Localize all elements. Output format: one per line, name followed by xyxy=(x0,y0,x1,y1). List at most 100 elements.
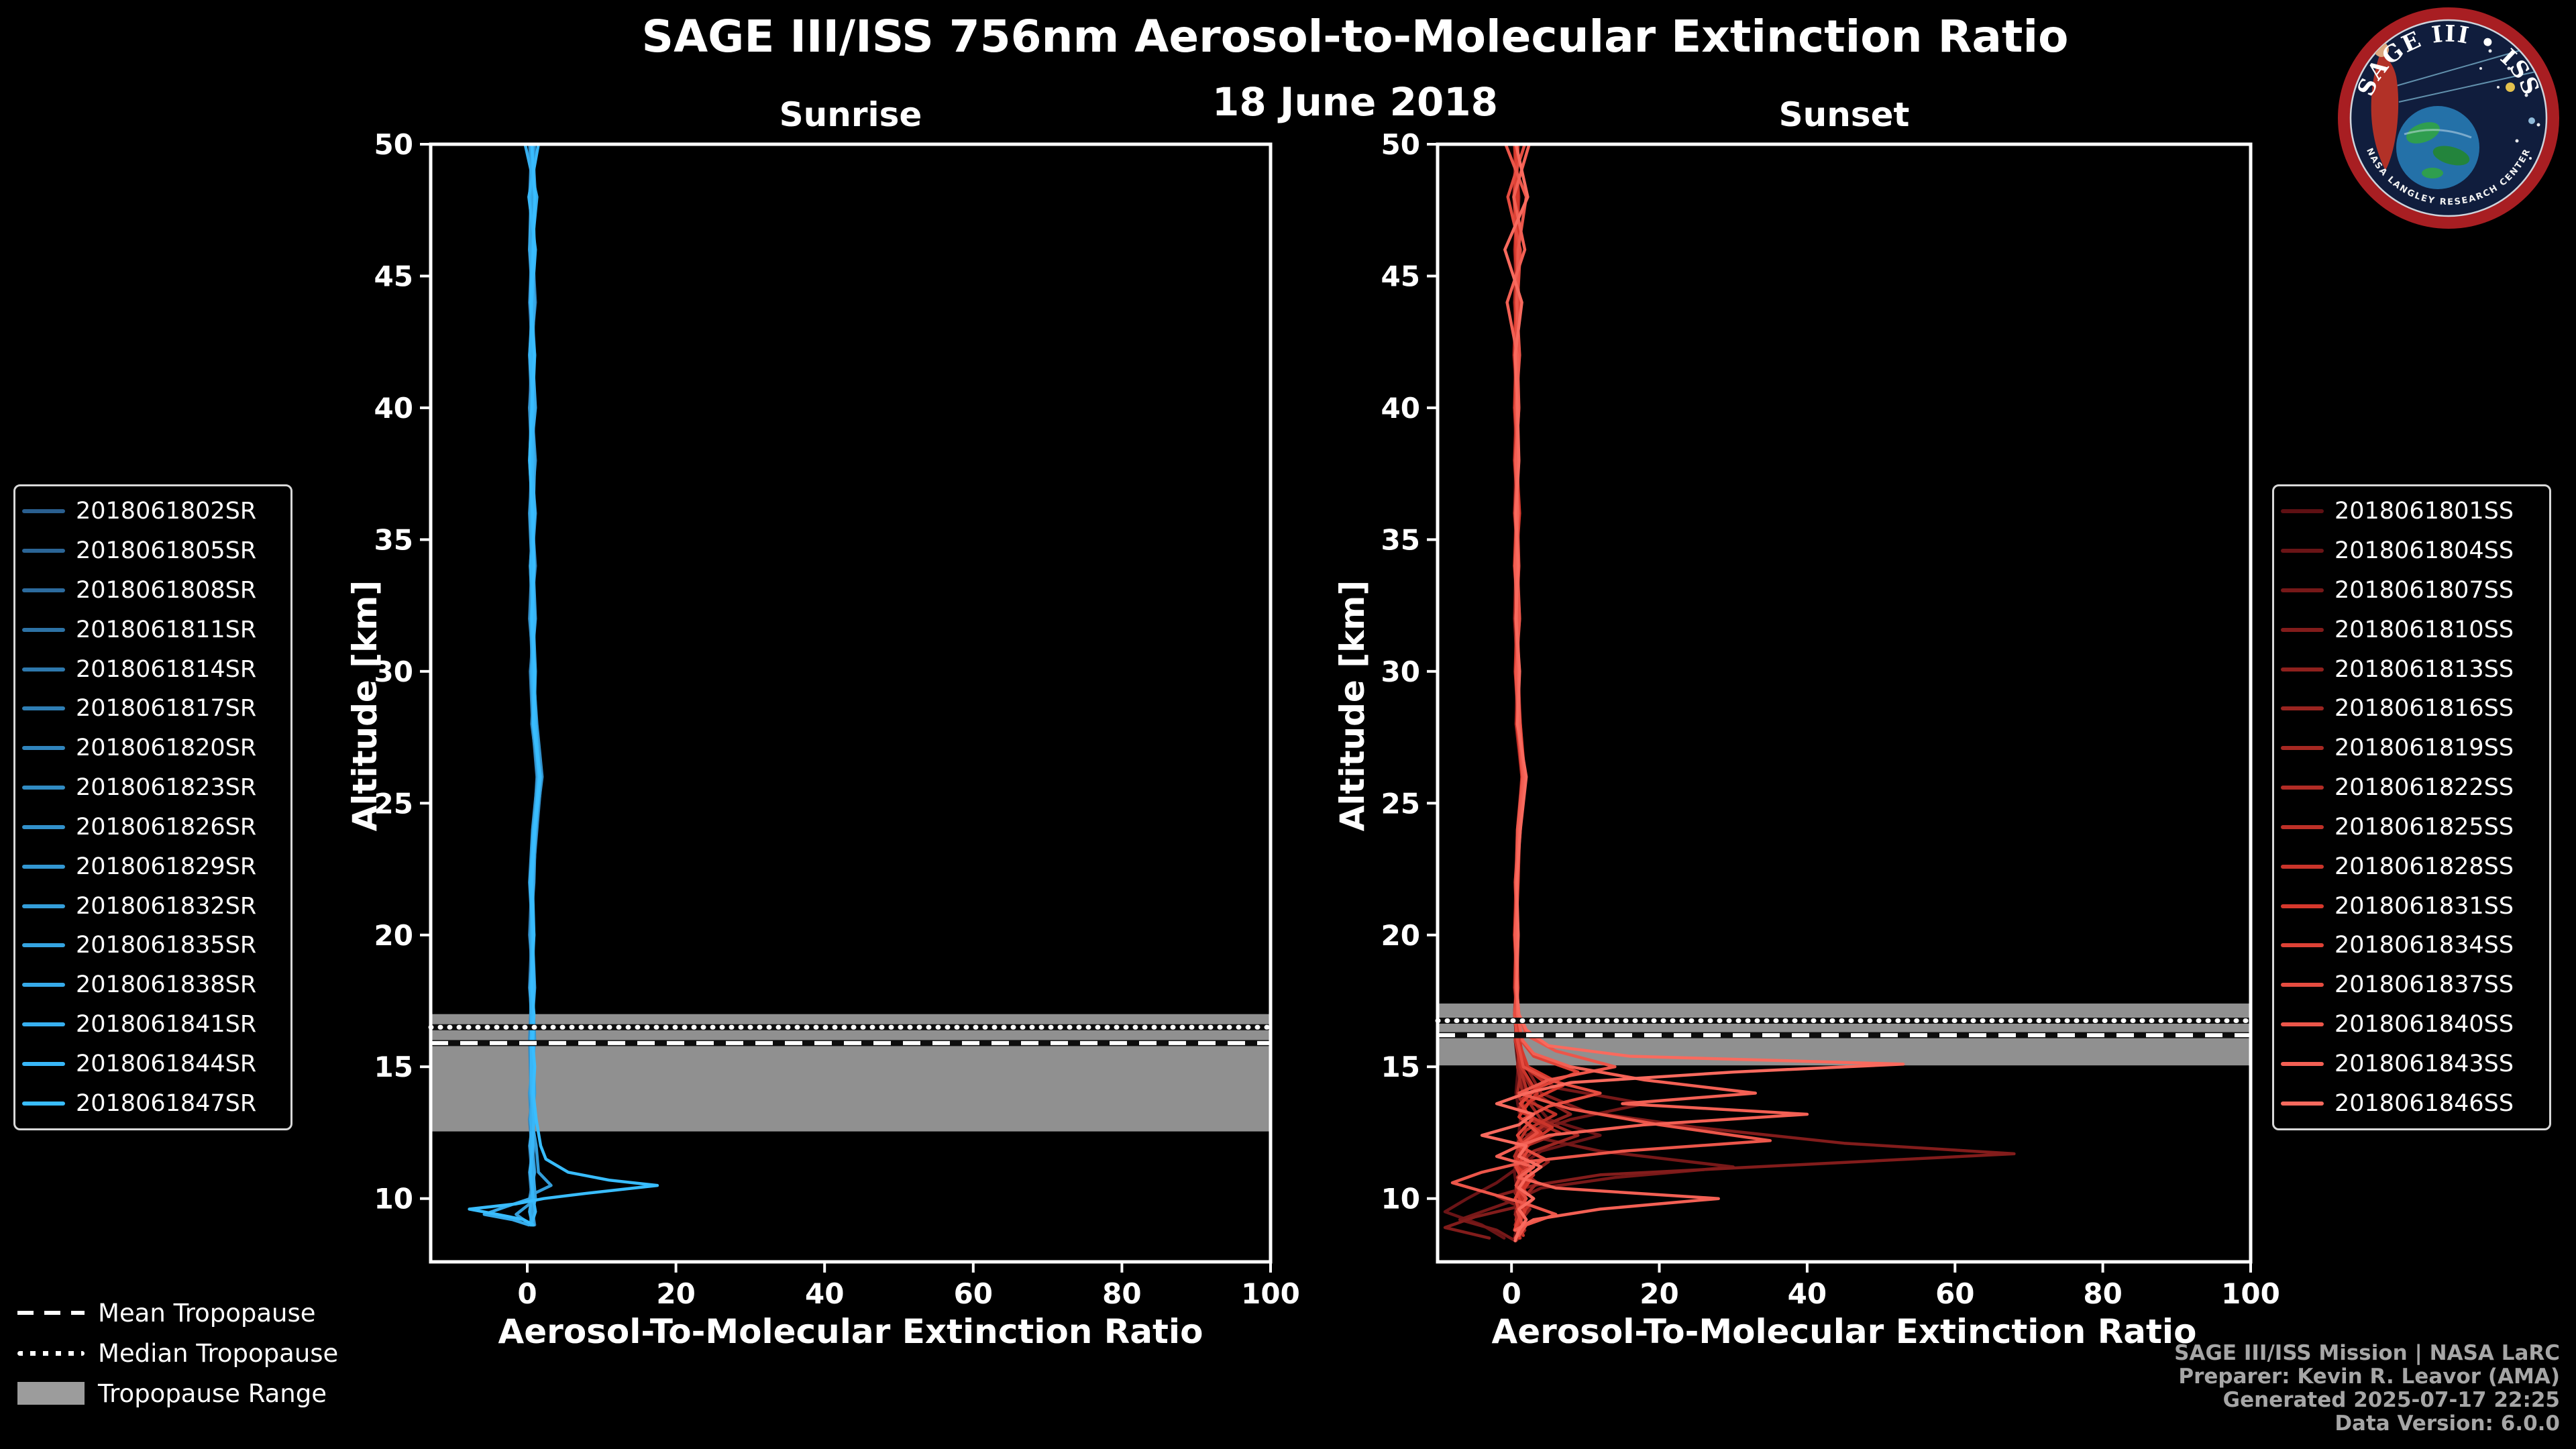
legend-line-sample xyxy=(22,588,65,593)
legend-item: 2018061819SS xyxy=(2281,735,2542,761)
legend-line-sample xyxy=(2281,983,2324,987)
legend-item-label: Mean Tropopause xyxy=(98,1298,316,1328)
legend-item: 2018061811SR xyxy=(22,616,284,643)
x-tick-label: 40 xyxy=(805,1277,844,1310)
y-tick-label: 40 xyxy=(374,392,413,425)
legend-item: 2018061813SS xyxy=(2281,656,2542,683)
x-tick-label: 80 xyxy=(1102,1277,1141,1310)
x-tick-label: 60 xyxy=(954,1277,993,1310)
y-tick-label: 30 xyxy=(374,655,413,688)
legend-item: 2018061829SR xyxy=(22,853,284,880)
legend-line-sample xyxy=(2281,1022,2324,1026)
tropopause-range-band xyxy=(431,1014,1271,1132)
legend-item: 2018061802SR xyxy=(22,498,284,525)
tropopause-range-legend-item: Tropopause Range xyxy=(17,1379,338,1408)
sunset-plot-area: 0 20 40 60 80 100 10 15 20 25 30 35 40 45 50 xyxy=(1381,128,2280,1310)
legend-item-label: 2018061847SR xyxy=(76,1089,257,1117)
y-tick-label: 40 xyxy=(1381,392,1420,425)
legend-item-label: 2018061801SS xyxy=(2334,498,2514,525)
y-tick-label: 15 xyxy=(1381,1051,1420,1083)
legend-item-label: 2018061816SS xyxy=(2334,695,2514,722)
y-tick-label: 35 xyxy=(1381,523,1420,556)
legend-item: 2018061846SS xyxy=(2281,1090,2542,1117)
legend-item-label: 2018061837SS xyxy=(2334,971,2514,999)
legend-item: 2018061837SS xyxy=(2281,971,2542,998)
y-tick-label: 30 xyxy=(1381,655,1420,688)
legend-item: 2018061831SS xyxy=(2281,893,2542,920)
legend-line-sample xyxy=(22,1061,65,1066)
legend-item: 2018061804SS xyxy=(2281,537,2542,564)
footer-mission-line: SAGE III/ISS Mission | NASA LaRC xyxy=(2174,1341,2560,1365)
x-tick-label: 0 xyxy=(1502,1277,1521,1310)
y-tick-label: 10 xyxy=(1381,1183,1420,1216)
profile-line-2018061807SS xyxy=(1458,144,1735,1242)
legend-item: 2018061828SS xyxy=(2281,853,2542,880)
legend-item-label: 2018061820SR xyxy=(76,735,257,762)
legend-item: 2018061810SS xyxy=(2281,616,2542,643)
y-tick-label: 20 xyxy=(1381,919,1420,952)
legend-line-sample xyxy=(2281,549,2324,553)
profile-line-2018061810SS xyxy=(1443,144,2016,1240)
legend-item: 2018061843SS xyxy=(2281,1051,2542,1077)
legend-item: 2018061838SR xyxy=(22,971,284,998)
x-tick-label: 20 xyxy=(656,1277,695,1310)
logo-earth-icon xyxy=(2396,106,2479,189)
legend-line-sample xyxy=(22,627,65,632)
legend-item-label: 2018061823SR xyxy=(76,774,257,802)
sunrise-panel-title: Sunrise xyxy=(779,95,922,134)
gray-band-icon xyxy=(17,1382,85,1405)
sage-iss-logo: SAGE III • ISS NASA LANGLEY RESEARCH CEN… xyxy=(2337,7,2560,229)
sunrise-plot-area: 0 20 40 60 80 100 10 15 20 25 30 35 40 45 50 xyxy=(374,128,1300,1310)
legend-item-label: 2018061841SR xyxy=(76,1010,257,1038)
legend-line-sample xyxy=(2281,1061,2324,1066)
logo-moon-icon xyxy=(2528,117,2535,124)
y-tick-label: 50 xyxy=(374,128,413,161)
legend-item-label: 2018061831SS xyxy=(2334,892,2514,920)
legend-line-sample xyxy=(22,904,65,908)
main-title: SAGE III/ISS 756nm Aerosol-to-Molecular … xyxy=(641,11,2069,62)
legend-line-sample xyxy=(22,509,65,514)
attribution-footer: SAGE III/ISS Mission | NASA LaRC Prepare… xyxy=(2174,1342,2560,1436)
legend-item-label: 2018061834SS xyxy=(2334,932,2514,959)
legend-line-sample xyxy=(2281,943,2324,948)
legend-line-sample xyxy=(2281,706,2324,711)
legend-line-sample xyxy=(2281,904,2324,908)
legend-item-label: 2018061804SS xyxy=(2334,537,2514,565)
legend-item-label: 2018061813SS xyxy=(2334,655,2514,683)
legend-line-sample xyxy=(2281,667,2324,672)
axes-frame xyxy=(1436,142,2253,1264)
legend-line-sample xyxy=(2281,509,2324,514)
legend-item-label: 2018061838SR xyxy=(76,971,257,999)
sunset-plot-svg: 0 20 40 60 80 100 10 15 20 25 30 35 40 45 50 xyxy=(1381,128,2280,1310)
legend-item-label: 2018061808SR xyxy=(76,577,257,604)
mean-tropopause-legend-item: Mean Tropopause xyxy=(17,1298,338,1328)
legend-item: 2018061840SS xyxy=(2281,1011,2542,1038)
x-tick-label: 40 xyxy=(1788,1277,1827,1310)
y-tick-label: 35 xyxy=(374,523,413,556)
legend-line-sample xyxy=(2281,627,2324,632)
legend-item: 2018061835SR xyxy=(22,932,284,959)
legend-item-label: 2018061817SR xyxy=(76,695,257,722)
y-tick-label: 45 xyxy=(374,260,413,293)
legend-item-label: 2018061826SR xyxy=(76,813,257,841)
legend-item: 2018061823SR xyxy=(22,774,284,801)
legend-line-sample xyxy=(22,706,65,711)
date-subtitle: 18 June 2018 xyxy=(1212,79,1499,125)
legend-line-sample xyxy=(22,786,65,790)
legend-line-sample xyxy=(2281,746,2324,751)
y-tick-label: 20 xyxy=(374,919,413,952)
logo-inner-ring xyxy=(2349,19,2548,217)
legend-line-sample xyxy=(22,943,65,948)
legend-item-label: 2018061846SS xyxy=(2334,1089,2514,1117)
sunset-legend: 2018061801SS 2018061804SS 2018061807SS 2018… xyxy=(2272,484,2551,1130)
legend-item-label: 2018061805SR xyxy=(76,537,257,565)
logo-stars xyxy=(2479,49,2540,160)
sunset-y-axis-label: Altitude [km] xyxy=(1333,580,1372,832)
legend-item: 2018061834SS xyxy=(2281,932,2542,959)
legend-line-sample xyxy=(2281,588,2324,593)
legend-item: 2018061847SR xyxy=(22,1090,284,1117)
profile-line-2018061846SS xyxy=(1480,144,1905,1242)
logo-figure-icon xyxy=(2371,54,2399,170)
logo-sun-icon xyxy=(2506,83,2515,92)
y-tick-label: 15 xyxy=(374,1051,413,1083)
